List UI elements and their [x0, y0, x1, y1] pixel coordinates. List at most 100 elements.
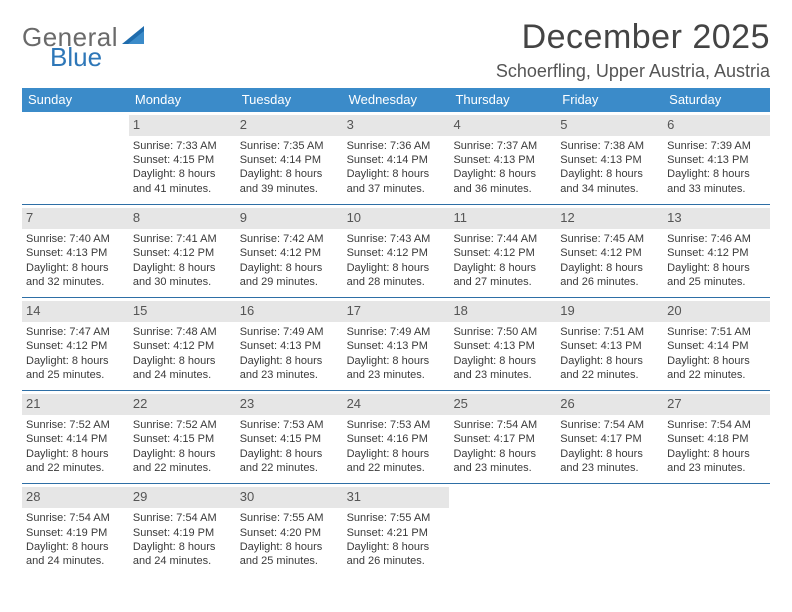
- day-detail-line: Daylight: 8 hours: [667, 261, 766, 275]
- month-title: December 2025: [496, 18, 770, 57]
- day-detail-line: Sunrise: 7:33 AM: [133, 139, 232, 153]
- day-detail-line: Daylight: 8 hours: [453, 167, 552, 181]
- day-cell: 3Sunrise: 7:36 AMSunset: 4:14 PMDaylight…: [343, 112, 450, 204]
- day-detail-line: and 26 minutes.: [347, 554, 446, 568]
- day-detail-line: Sunset: 4:19 PM: [26, 526, 125, 540]
- day-detail-line: Sunset: 4:15 PM: [240, 432, 339, 446]
- day-detail-line: Daylight: 8 hours: [453, 354, 552, 368]
- day-details: Sunrise: 7:49 AMSunset: 4:13 PMDaylight:…: [240, 325, 339, 382]
- day-detail-line: Sunset: 4:13 PM: [240, 339, 339, 353]
- day-number: 18: [449, 301, 556, 322]
- day-details: Sunrise: 7:46 AMSunset: 4:12 PMDaylight:…: [667, 232, 766, 289]
- day-cell: 11Sunrise: 7:44 AMSunset: 4:12 PMDayligh…: [449, 205, 556, 297]
- day-detail-line: Sunset: 4:13 PM: [667, 153, 766, 167]
- day-detail-line: Sunset: 4:12 PM: [347, 246, 446, 260]
- day-number: 26: [556, 394, 663, 415]
- day-detail-line: Daylight: 8 hours: [453, 261, 552, 275]
- day-detail-line: and 22 minutes.: [347, 461, 446, 475]
- day-cell: 19 Sunrise: 7:51 AMSunset: 4:13 PMDayligh…: [556, 298, 663, 390]
- day-details: Sunrise: 7:54 AMSunset: 4:17 PMDaylight:…: [453, 418, 552, 475]
- day-detail-line: Sunrise: 7:54 AM: [560, 418, 659, 432]
- day-detail-line: and 23 minutes.: [453, 461, 552, 475]
- day-cell: 4Sunrise: 7:37 AMSunset: 4:13 PMDaylight…: [449, 112, 556, 204]
- day-detail-line: Sunset: 4:13 PM: [560, 339, 659, 353]
- day-detail-line: and 39 minutes.: [240, 182, 339, 196]
- day-detail-line: Daylight: 8 hours: [26, 354, 125, 368]
- day-detail-line: Daylight: 8 hours: [347, 354, 446, 368]
- day-details: Sunrise: 7:51 AMSunset: 4:14 PMDaylight:…: [667, 325, 766, 382]
- day-cell: 6 Sunrise: 7:39 AMSunset: 4:13 PMDaylight…: [663, 112, 770, 204]
- day-details: Sunrise: 7:35 AMSunset: 4:14 PMDaylight:…: [240, 139, 339, 196]
- day-cell: 20Sunrise: 7:51 AMSunset: 4:14 PMDayligh…: [663, 298, 770, 390]
- day-details: Sunrise: 7:53 AMSunset: 4:15 PMDaylight:…: [240, 418, 339, 475]
- day-number: 22: [129, 394, 236, 415]
- week-row: 7Sunrise: 7:40 AMSunset: 4:13 PMDaylight…: [22, 205, 770, 298]
- day-cell: 28 Sunrise: 7:54 AMSunset: 4:19 PMDayligh…: [22, 484, 129, 576]
- day-cell: 1Sunrise: 7:33 AMSunset: 4:15 PMDaylight…: [129, 112, 236, 204]
- day-detail-line: Sunrise: 7:40 AM: [26, 232, 125, 246]
- week-row: 1Sunrise: 7:33 AMSunset: 4:15 PMDaylight…: [22, 112, 770, 205]
- day-number: 25: [449, 394, 556, 415]
- calendar-page: General Blue December 2025 Schoerfling, …: [0, 0, 792, 576]
- day-detail-line: Daylight: 8 hours: [240, 261, 339, 275]
- day-details: Sunrise: 7:54 AMSunset: 4:19 PMDaylight:…: [26, 511, 125, 568]
- day-detail-line: Sunset: 4:18 PM: [667, 432, 766, 446]
- day-detail-line: Daylight: 8 hours: [26, 261, 125, 275]
- day-number: 19: [556, 301, 663, 322]
- day-detail-line: Sunrise: 7:51 AM: [560, 325, 659, 339]
- day-number: 29: [129, 487, 236, 508]
- day-detail-line: and 27 minutes.: [453, 275, 552, 289]
- day-detail-line: Sunrise: 7:36 AM: [347, 139, 446, 153]
- day-number: 16: [236, 301, 343, 322]
- day-detail-line: and 33 minutes.: [667, 182, 766, 196]
- day-detail-line: Sunset: 4:17 PM: [453, 432, 552, 446]
- day-number: 13: [663, 208, 770, 229]
- day-number: 14: [22, 301, 129, 322]
- day-detail-line: Daylight: 8 hours: [133, 447, 232, 461]
- day-details: Sunrise: 7:36 AMSunset: 4:14 PMDaylight:…: [347, 139, 446, 196]
- day-detail-line: and 30 minutes.: [133, 275, 232, 289]
- day-detail-line: Sunrise: 7:46 AM: [667, 232, 766, 246]
- day-detail-line: Sunset: 4:16 PM: [347, 432, 446, 446]
- day-details: Sunrise: 7:47 AMSunset: 4:12 PMDaylight:…: [26, 325, 125, 382]
- day-detail-line: Daylight: 8 hours: [560, 167, 659, 181]
- day-detail-line: and 22 minutes.: [133, 461, 232, 475]
- day-detail-line: Sunrise: 7:55 AM: [240, 511, 339, 525]
- empty-day-cell: [556, 484, 663, 576]
- day-detail-line: Sunrise: 7:37 AM: [453, 139, 552, 153]
- calendar-grid: SundayMondayTuesdayWednesdayThursdayFrid…: [22, 88, 770, 576]
- day-detail-line: Daylight: 8 hours: [667, 447, 766, 461]
- day-detail-line: Daylight: 8 hours: [240, 167, 339, 181]
- day-details: Sunrise: 7:38 AMSunset: 4:13 PMDaylight:…: [560, 139, 659, 196]
- day-details: Sunrise: 7:41 AMSunset: 4:12 PMDaylight:…: [133, 232, 232, 289]
- day-detail-line: Sunset: 4:13 PM: [347, 339, 446, 353]
- day-number: 30: [236, 487, 343, 508]
- day-number: 28: [22, 487, 129, 508]
- day-detail-line: and 36 minutes.: [453, 182, 552, 196]
- day-details: Sunrise: 7:39 AMSunset: 4:13 PMDaylight:…: [667, 139, 766, 196]
- day-number: 10: [343, 208, 450, 229]
- calendar-body: 1Sunrise: 7:33 AMSunset: 4:15 PMDaylight…: [22, 112, 770, 576]
- day-details: Sunrise: 7:33 AMSunset: 4:15 PMDaylight:…: [133, 139, 232, 196]
- weekday-header-cell: Wednesday: [343, 88, 450, 112]
- day-details: Sunrise: 7:52 AMSunset: 4:14 PMDaylight:…: [26, 418, 125, 475]
- day-cell: 21 Sunrise: 7:52 AMSunset: 4:14 PMDayligh…: [22, 391, 129, 483]
- day-detail-line: Sunrise: 7:53 AM: [240, 418, 339, 432]
- day-number: 21: [22, 394, 129, 415]
- day-number: 6: [663, 115, 770, 136]
- day-details: Sunrise: 7:51 AMSunset: 4:13 PMDaylight:…: [560, 325, 659, 382]
- day-details: Sunrise: 7:50 AMSunset: 4:13 PMDaylight:…: [453, 325, 552, 382]
- day-detail-line: and 22 minutes.: [667, 368, 766, 382]
- day-cell: 5Sunrise: 7:38 AMSunset: 4:13 PMDaylight…: [556, 112, 663, 204]
- day-detail-line: Sunset: 4:17 PM: [560, 432, 659, 446]
- day-number: 7: [22, 208, 129, 229]
- day-detail-line: Daylight: 8 hours: [347, 167, 446, 181]
- day-details: Sunrise: 7:54 AMSunset: 4:17 PMDaylight:…: [560, 418, 659, 475]
- day-detail-line: Sunset: 4:12 PM: [26, 339, 125, 353]
- day-details: Sunrise: 7:49 AMSunset: 4:13 PMDaylight:…: [347, 325, 446, 382]
- day-cell: 8Sunrise: 7:41 AMSunset: 4:12 PMDaylight…: [129, 205, 236, 297]
- day-detail-line: and 28 minutes.: [347, 275, 446, 289]
- day-detail-line: Sunrise: 7:35 AM: [240, 139, 339, 153]
- day-detail-line: Daylight: 8 hours: [240, 447, 339, 461]
- day-detail-line: Daylight: 8 hours: [667, 167, 766, 181]
